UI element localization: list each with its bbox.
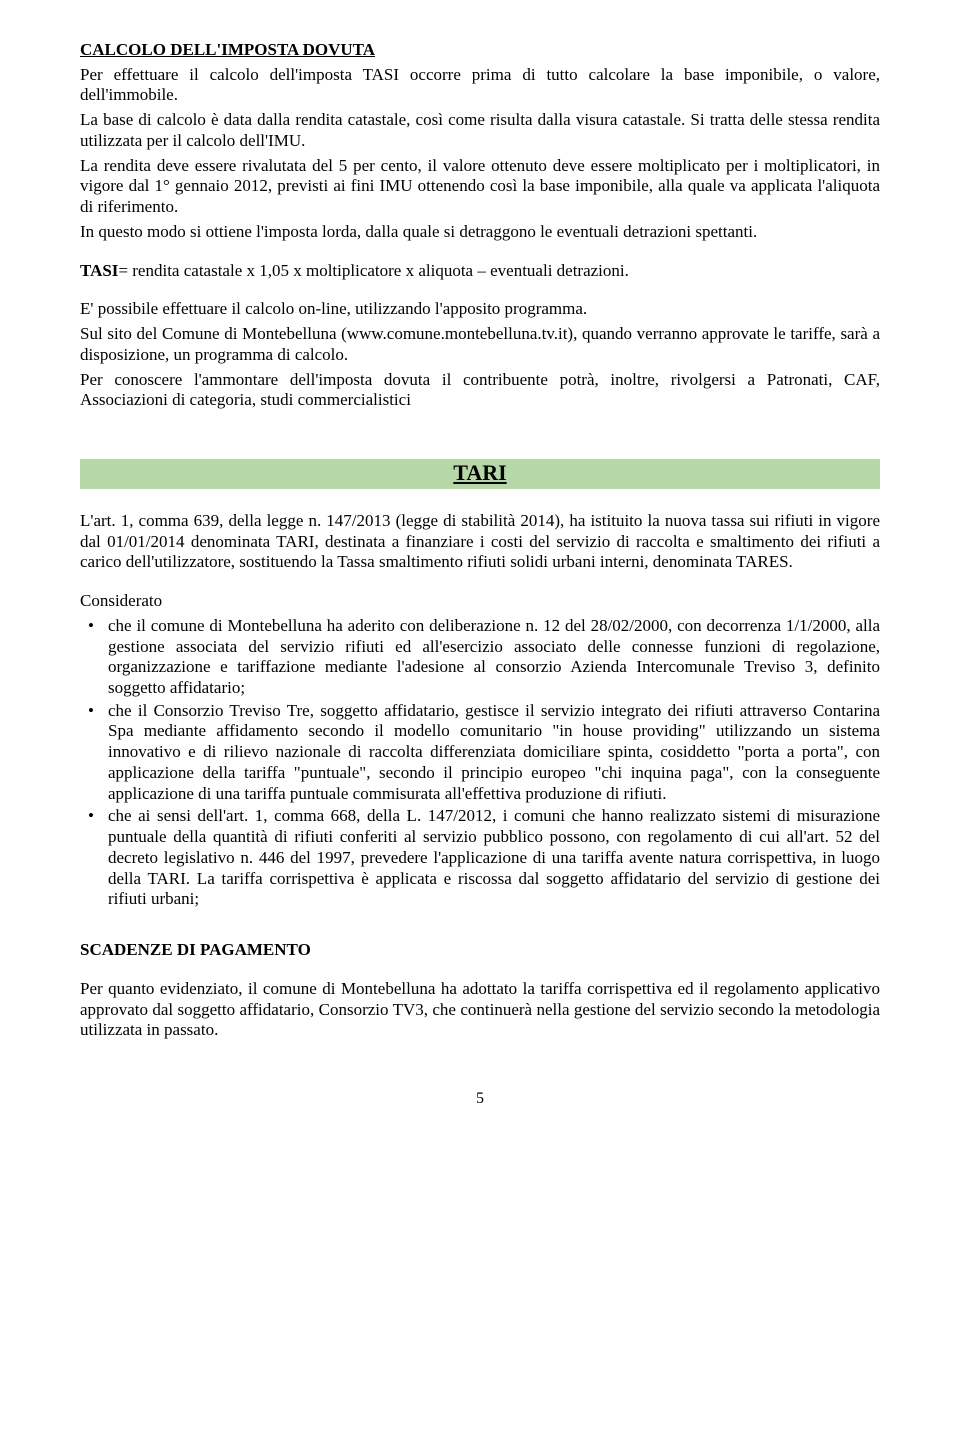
considerato-item: che il Consorzio Treviso Tre, soggetto a… xyxy=(80,701,880,805)
considerato-item: che il comune di Montebelluna ha aderito… xyxy=(80,616,880,699)
calcolo-p3: La rendita deve essere rivalutata del 5 … xyxy=(80,156,880,218)
calcolo-p4: In questo modo si ottiene l'imposta lord… xyxy=(80,222,880,243)
tasi-formula-rest: = rendita catastale x 1,05 x moltiplicat… xyxy=(118,261,628,280)
considerato-item: che ai sensi dell'art. 1, comma 668, del… xyxy=(80,806,880,910)
considerato-list: che il comune di Montebelluna ha aderito… xyxy=(80,616,880,910)
considerato-label: Considerato xyxy=(80,591,880,612)
tasi-formula: TASI= rendita catastale x 1,05 x moltipl… xyxy=(80,261,880,282)
calcolo-p1: Per effettuare il calcolo dell'imposta T… xyxy=(80,65,880,106)
tari-heading-bar: TARI xyxy=(80,459,880,489)
tasi-formula-label: TASI xyxy=(80,261,118,280)
page-number: 5 xyxy=(80,1089,880,1109)
scadenze-body: Per quanto evidenziato, il comune di Mon… xyxy=(80,979,880,1041)
calcolo-p7: Per conoscere l'ammontare dell'imposta d… xyxy=(80,370,880,411)
scadenze-title: SCADENZE DI PAGAMENTO xyxy=(80,940,880,961)
tari-heading: TARI xyxy=(453,460,506,485)
calcolo-p2: La base di calcolo è data dalla rendita … xyxy=(80,110,880,151)
page: CALCOLO DELL'IMPOSTA DOVUTA Per effettua… xyxy=(0,0,960,1454)
calcolo-p6: Sul sito del Comune di Montebelluna (www… xyxy=(80,324,880,365)
calcolo-p5: E' possibile effettuare il calcolo on-li… xyxy=(80,299,880,320)
calcolo-title: CALCOLO DELL'IMPOSTA DOVUTA xyxy=(80,40,880,61)
tari-intro: L'art. 1, comma 639, della legge n. 147/… xyxy=(80,511,880,573)
